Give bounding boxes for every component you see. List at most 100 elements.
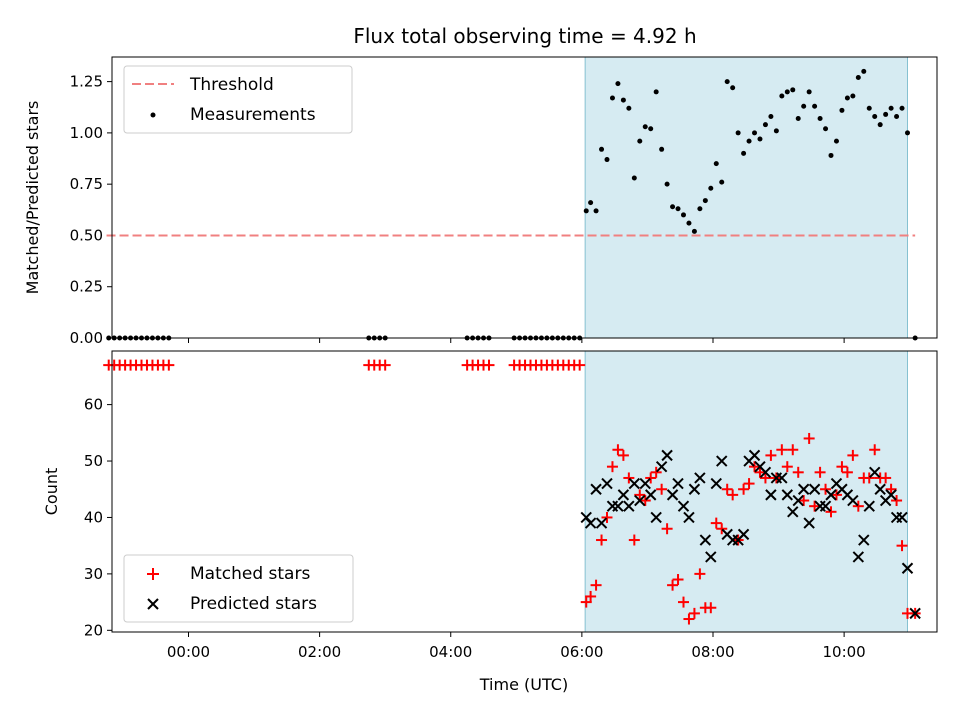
predicted-star-point: [623, 500, 635, 512]
measurement-point: [861, 68, 867, 74]
x-axis-label: Time (UTC): [479, 675, 568, 694]
matched-star-point: [825, 506, 837, 518]
predicted-star-point: [628, 477, 641, 490]
bottom-x-tick-label: 10:00: [823, 643, 866, 661]
matched-star-point: [880, 472, 892, 484]
predicted-star-point: [847, 494, 859, 507]
measurement-point: [779, 93, 785, 99]
measurement-point: [795, 116, 801, 122]
matched-stars-series: [103, 359, 921, 625]
top-y-tick-label: 0.50: [70, 226, 103, 244]
bottom-x-tick-label: 04:00: [429, 643, 472, 661]
legend-predicted-swatch: [147, 598, 159, 610]
predicted-star-point: [863, 500, 875, 512]
measurement-point: [855, 75, 861, 81]
matched-star-point: [574, 359, 586, 371]
matched-star-point: [645, 472, 657, 484]
measurement-point: [817, 116, 823, 122]
bottom-plot-frame: [111, 350, 938, 633]
matched-star-point: [820, 483, 832, 495]
predicted-star-point: [666, 489, 679, 501]
predicted-star-point: [776, 472, 788, 484]
bottom-x-tick-label: 02:00: [298, 643, 341, 661]
measurement-point: [653, 89, 659, 95]
matched-star-point: [694, 568, 706, 580]
top-y-axis-label: Matched/Predicted stars: [23, 101, 42, 295]
measurement-point: [823, 126, 829, 132]
predicted-star-point: [852, 551, 865, 563]
matched-star-point: [809, 500, 821, 512]
predicted-star-point: [803, 517, 815, 529]
matched-star-point: [163, 359, 175, 371]
matched-star-point: [483, 359, 495, 371]
predicted-star-point: [869, 466, 881, 479]
matched-star-point: [705, 602, 717, 614]
measurement-point: [801, 103, 807, 109]
measurement-point: [664, 181, 670, 187]
matched-star-point: [836, 461, 848, 473]
measurement-point: [872, 113, 878, 119]
measurement-point: [609, 95, 615, 101]
bottom-y-tick-label: 60: [84, 396, 103, 414]
matched-star-point: [798, 495, 810, 507]
legend-measurements-label: Measurements: [190, 105, 316, 125]
matched-star-point: [841, 466, 853, 478]
matched-star-point: [590, 579, 602, 591]
predicted-star-point: [650, 511, 662, 524]
top-y-tick-label: 1.25: [70, 73, 103, 91]
measurement-point: [850, 93, 856, 99]
matched-star-point: [677, 596, 689, 608]
top-y-tick-label: 0.75: [70, 175, 103, 193]
matched-star-point: [580, 596, 592, 608]
measurement-point: [713, 161, 719, 167]
measurement-point: [599, 146, 605, 152]
matched-star-point: [787, 444, 799, 456]
measurement-point: [648, 126, 654, 132]
measurement-point: [697, 206, 703, 212]
matched-star-point: [792, 466, 804, 478]
measurement-point: [790, 87, 796, 93]
bottom-legend: Matched stars Predicted stars: [123, 554, 354, 623]
predicted-star-point: [858, 534, 870, 546]
predicted-star-point: [874, 483, 886, 495]
measurement-point: [615, 81, 621, 87]
measurement-point: [680, 212, 686, 218]
top-y-axis-ticks: 0.00 0.25 0.50 0.75 1.00 1.25: [70, 73, 112, 347]
matched-star-point: [830, 489, 842, 501]
top-panel: 0.00 0.25 0.50 0.75 1.00 1.25 Matched/Predict…: [23, 56, 938, 347]
matched-star-point: [863, 472, 875, 484]
measurement-point: [833, 138, 839, 144]
measurement-point: [719, 179, 725, 185]
measurement-point: [686, 220, 692, 226]
matched-star-point: [885, 483, 897, 495]
matched-star-point: [743, 478, 755, 490]
predicted-star-point: [677, 500, 690, 512]
predicted-star-point: [639, 477, 651, 490]
top-plot-frame: [111, 56, 938, 339]
matched-star-point: [585, 590, 597, 602]
matched-star-point: [716, 523, 728, 535]
predicted-star-point: [590, 483, 602, 495]
predicted-star-point: [617, 489, 630, 501]
predicted-star-point: [694, 472, 706, 484]
measurement-point: [593, 208, 599, 214]
measurement-point: [670, 204, 676, 210]
measurement-point: [735, 130, 741, 136]
predicted-star-point: [797, 483, 810, 495]
measurement-point: [784, 89, 790, 95]
measurement-point: [631, 175, 637, 181]
predicted-star-point: [672, 477, 684, 490]
measurement-point: [768, 113, 774, 119]
matched-star-point: [776, 444, 788, 456]
bottom-x-tick-label: 08:00: [691, 643, 734, 661]
matched-star-point: [896, 540, 908, 552]
top-y-tick-label: 0.25: [70, 278, 103, 296]
matched-star-point: [661, 523, 673, 535]
matched-star-point: [650, 466, 662, 478]
legend-threshold-label: Threshold: [189, 75, 274, 95]
predicted-star-point: [909, 607, 921, 620]
matched-star-point: [891, 495, 903, 507]
predicted-star-point: [901, 562, 914, 574]
predicted-star-point: [705, 551, 717, 563]
measurement-point: [812, 103, 818, 109]
